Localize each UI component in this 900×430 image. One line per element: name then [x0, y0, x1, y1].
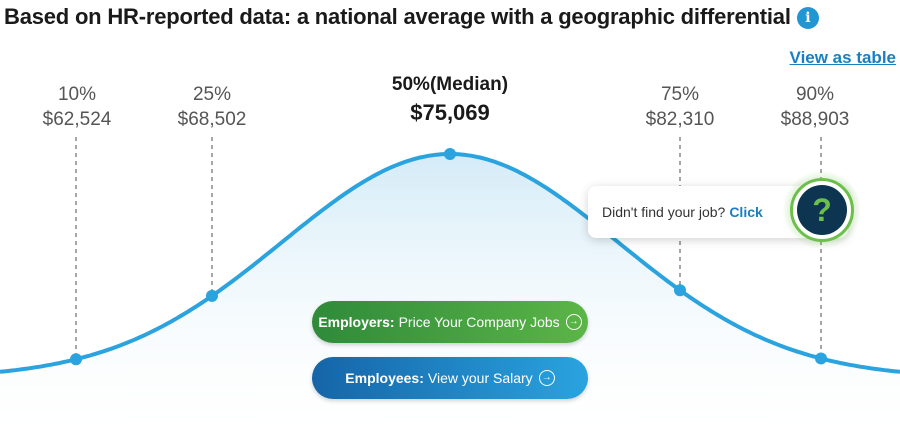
percentile-marker-p50 [444, 148, 456, 160]
job-prompt-text: Didn't find your job? [602, 204, 726, 220]
percentile-marker-p10 [70, 353, 82, 366]
info-icon[interactable]: i [796, 7, 819, 30]
view-as-table-link[interactable]: View as table [789, 48, 896, 67]
page-title: Based on HR-reported data: a national av… [4, 4, 819, 30]
arrow-right-circle-icon: → [565, 314, 582, 330]
percentile-marker-p90 [815, 352, 827, 365]
percentile-90-label: 90% $88,903 [780, 84, 850, 130]
arrow-right-circle-icon: → [538, 370, 555, 386]
percentile-50-label: 50%(Median) $75,069 [391, 74, 509, 125]
percentile-marker-p75 [674, 284, 686, 297]
job-prompt-click-link[interactable]: Click [729, 204, 763, 220]
question-mark-icon: ? [797, 185, 847, 235]
help-ring: ? [790, 178, 854, 242]
percentile-25-label: 25% $68,502 [177, 84, 247, 130]
curve-fill [0, 154, 900, 430]
percentile-75-label: 75% $82,310 [645, 84, 715, 130]
percentile-10-label: 10% $62,524 [42, 84, 112, 130]
percentile-marker-p25 [206, 289, 218, 302]
help-button[interactable]: ? [783, 171, 861, 249]
employers-price-jobs-button[interactable]: Employers: Price Your Company Jobs → [312, 301, 588, 343]
employees-view-salary-button[interactable]: Employees: View your Salary → [312, 357, 588, 399]
